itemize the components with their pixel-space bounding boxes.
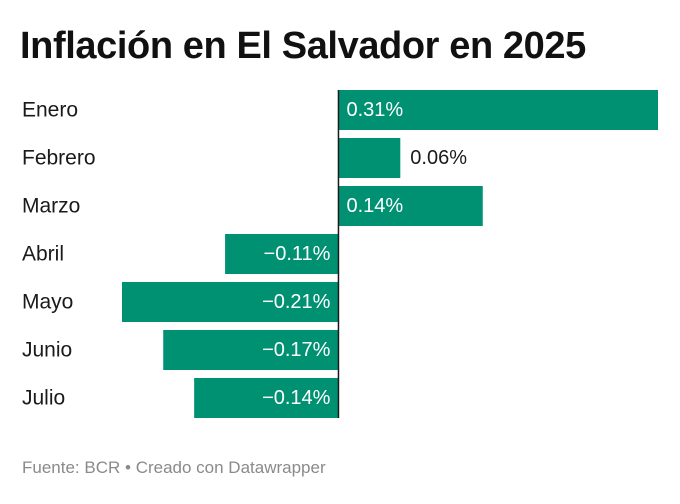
category-label-junio: Junio bbox=[22, 339, 72, 362]
value-label-julio: −0.14% bbox=[262, 387, 331, 409]
bar-julio bbox=[194, 378, 339, 418]
bars bbox=[122, 90, 658, 418]
category-labels: Enero Febrero Marzo Abril Mayo Junio Julio bbox=[22, 99, 96, 410]
bar-chart: Enero Febrero Marzo Abril Mayo Junio Julio 0.3… bbox=[22, 90, 658, 418]
value-label-junio: −0.17% bbox=[262, 339, 331, 361]
value-label-mayo: −0.21% bbox=[262, 291, 331, 313]
chart-title: Inflación en El Salvador en 2025 bbox=[20, 25, 586, 67]
footer-separator: • bbox=[125, 458, 131, 477]
value-label-marzo: 0.14% bbox=[346, 195, 403, 217]
chart-footer: Fuente: BCR • Creado con Datawrapper bbox=[22, 458, 326, 478]
value-label-abril: −0.11% bbox=[264, 243, 331, 265]
value-labels: 0.31% 0.06% 0.14% −0.11% −0.21% −0.17% −0.14% bbox=[262, 99, 467, 409]
category-label-enero: Enero bbox=[22, 99, 78, 122]
category-label-abril: Abril bbox=[22, 243, 64, 266]
bar-febrero bbox=[338, 138, 401, 178]
value-label-febrero: 0.06% bbox=[410, 147, 467, 169]
category-label-febrero: Febrero bbox=[22, 147, 96, 170]
category-label-julio: Julio bbox=[22, 387, 65, 410]
credit-note: Creado con Datawrapper bbox=[135, 458, 326, 477]
bar-mayo bbox=[122, 282, 339, 322]
bar-abril bbox=[225, 234, 339, 274]
bar-marzo bbox=[338, 186, 483, 226]
category-label-marzo: Marzo bbox=[22, 195, 80, 218]
value-label-enero: 0.31% bbox=[346, 99, 403, 121]
source-note: Fuente: BCR bbox=[22, 458, 121, 477]
category-label-mayo: Mayo bbox=[22, 291, 73, 314]
bar-junio bbox=[163, 330, 339, 370]
bar-enero bbox=[338, 90, 658, 130]
